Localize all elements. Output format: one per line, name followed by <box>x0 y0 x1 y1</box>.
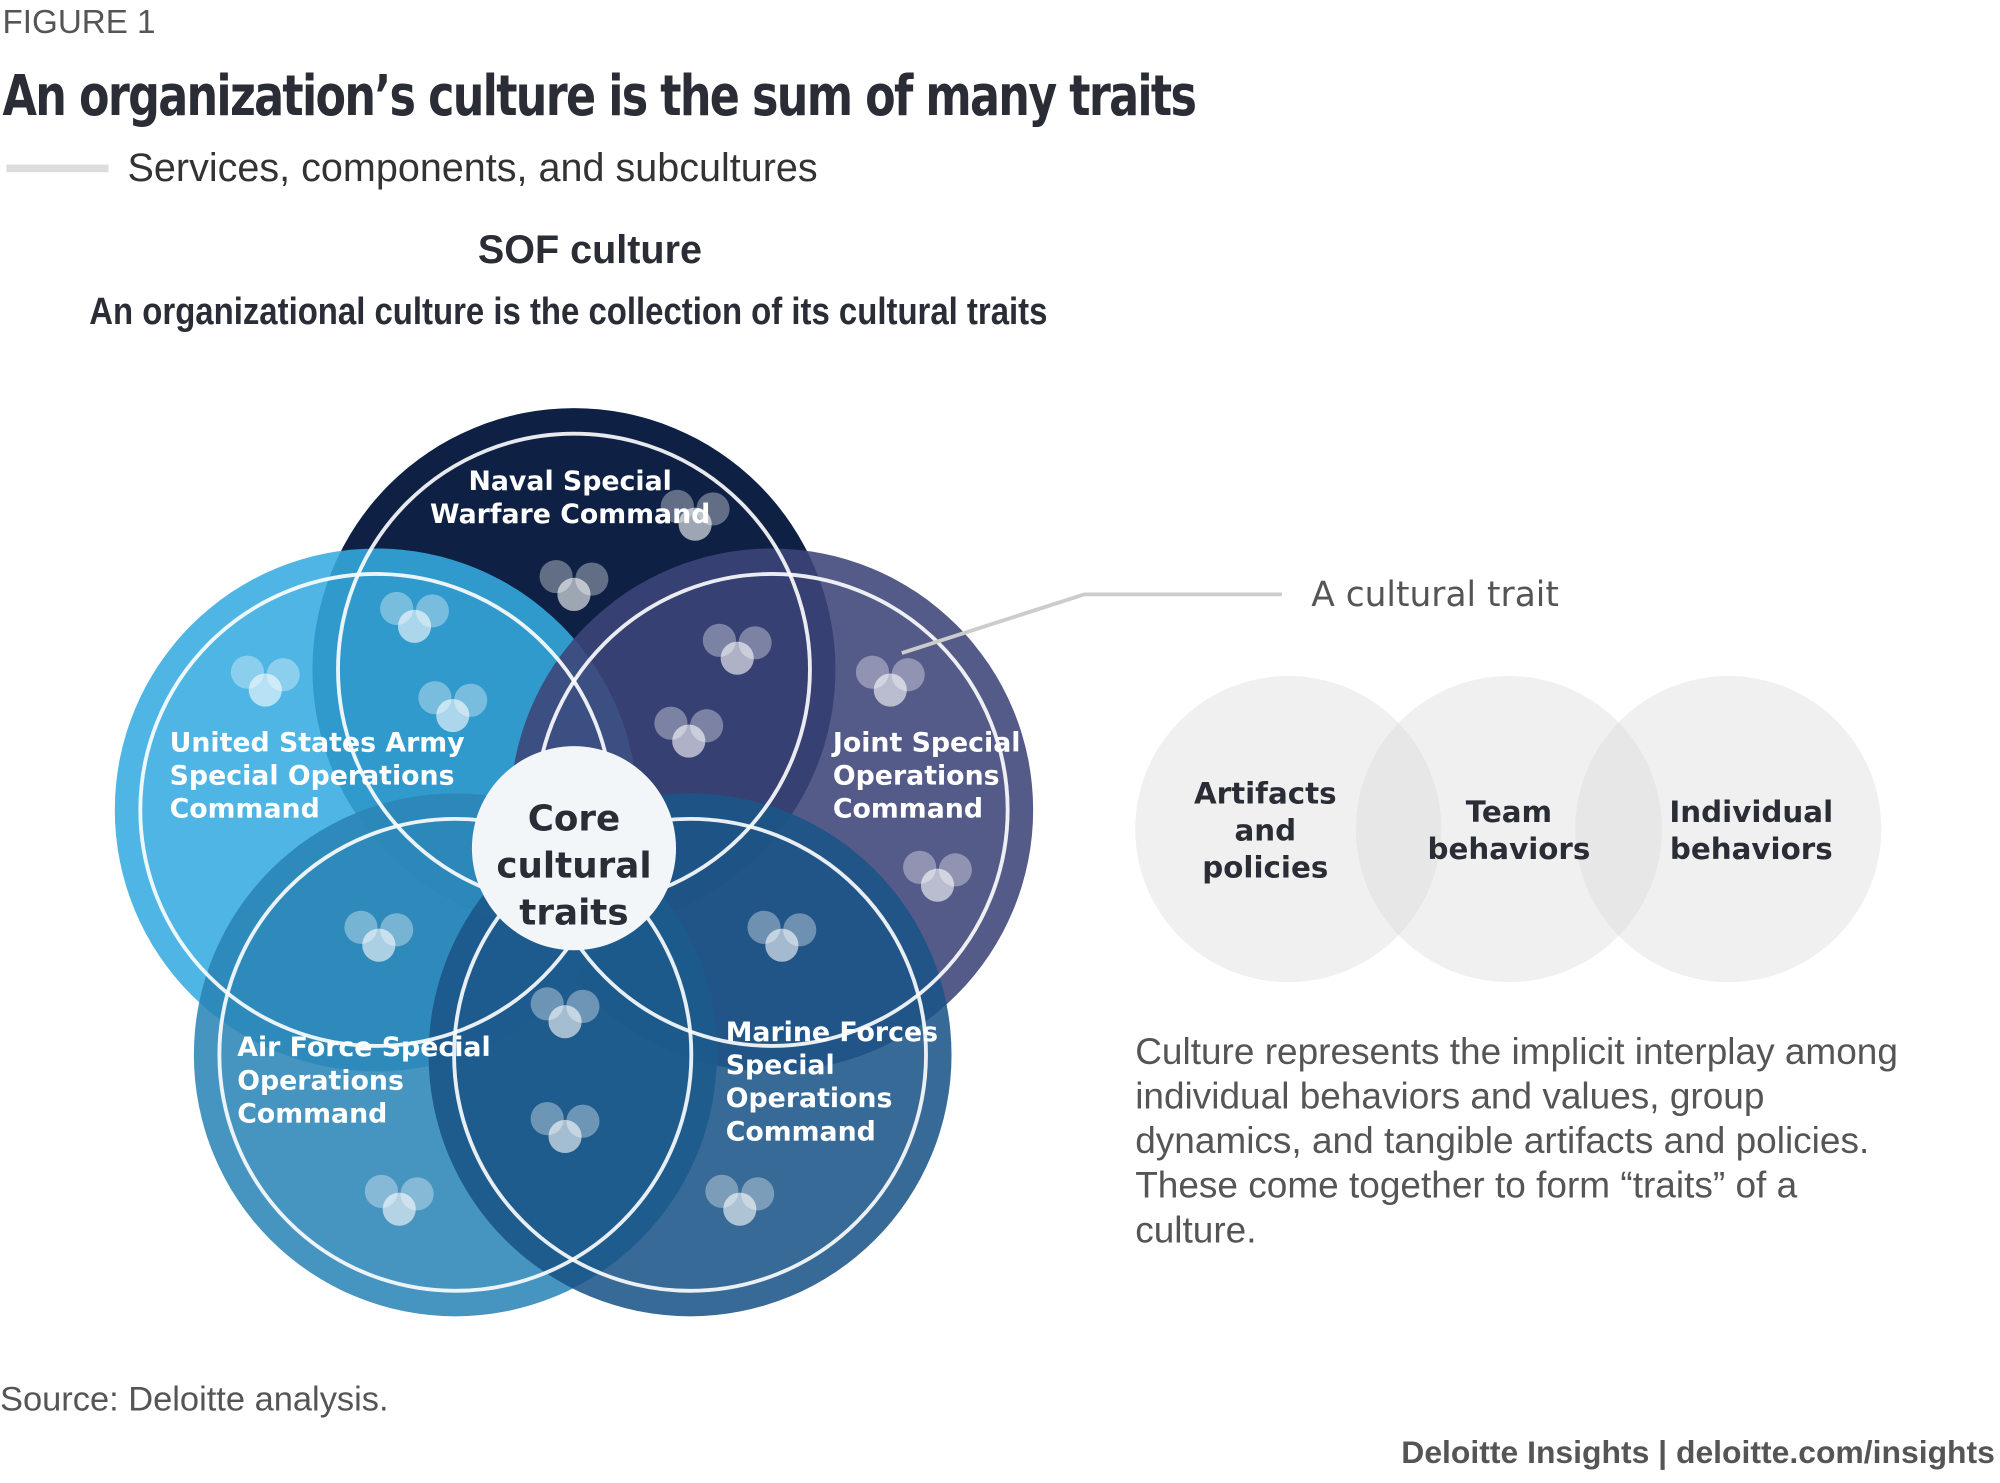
diagram-heading: SOF culture <box>477 227 702 272</box>
joint-label-line: Command <box>833 794 983 825</box>
diagram-subheading: An organizational culture is the collect… <box>89 290 1048 333</box>
cultural-trait-icon <box>702 623 772 675</box>
trait-component-circle <box>1135 676 1442 983</box>
cultural-trait-icon <box>364 1174 434 1226</box>
army-label-line: Special Operations <box>170 760 455 791</box>
airforce-label-line: Air Force Special <box>237 1032 490 1063</box>
core-circle <box>471 746 677 951</box>
marine-label-line: Command <box>726 1116 876 1147</box>
trait-component-label: policies <box>1202 851 1328 885</box>
subtitle-rule <box>6 164 109 173</box>
joint-label-line: Joint Special <box>831 727 1021 758</box>
core-label-line: traits <box>519 893 628 934</box>
cultural-trait-icon <box>654 706 724 758</box>
trait-component-label: behaviors <box>1428 832 1591 866</box>
marine-label-line: Marine Forces <box>726 1017 938 1048</box>
callout-leader-line <box>901 592 1282 655</box>
cultural-trait-icon <box>230 655 300 707</box>
trait-component-label: Individual <box>1669 795 1833 829</box>
cultural-trait-icon <box>530 987 600 1039</box>
trait-component-circle <box>1355 676 1662 983</box>
brand-footer: Deloitte Insights | deloitte.com/insight… <box>1401 1434 1995 1471</box>
cultural-trait-icon <box>705 1174 775 1226</box>
core-label-line: cultural <box>496 846 651 887</box>
trait-component-label: Artifacts <box>1194 777 1337 811</box>
figure-subtitle: Services, components, and subcultures <box>127 145 818 191</box>
trait-callout-label: A cultural trait <box>1311 575 1559 615</box>
naval-label-line: Warfare Command <box>430 499 710 530</box>
cultural-trait-icon <box>539 559 609 611</box>
cultural-trait-icon <box>530 1102 600 1154</box>
trait-component-label: and <box>1234 814 1296 848</box>
army-label-line: United States Army <box>170 727 465 758</box>
airforce-label-line: Operations <box>237 1065 404 1096</box>
description: Culture represents the implicit interpla… <box>1135 1031 1898 1252</box>
airforce-label-line: Command <box>237 1098 387 1129</box>
cultural-trait-icon <box>418 681 488 733</box>
core-label-line: Core <box>528 798 621 839</box>
cultural-trait-icon <box>903 850 972 902</box>
cultural-trait-icon <box>855 655 925 707</box>
trait-component-label: Team <box>1466 795 1552 829</box>
cultural-trait-icon <box>344 910 414 962</box>
marine-ring <box>452 816 928 1293</box>
cultural-trait-icon <box>380 591 449 643</box>
marine-label-line: Special <box>726 1050 835 1081</box>
joint-label-line: Operations <box>833 760 1000 791</box>
marine-label-line: Operations <box>726 1083 893 1114</box>
source-note: Source: Deloitte analysis. <box>0 1380 389 1419</box>
trait-component-circle <box>1575 676 1882 983</box>
army-label-line: Command <box>170 794 320 825</box>
figure-label: FIGURE 1 <box>2 2 156 41</box>
naval-label-line: Naval Special <box>468 466 671 497</box>
trait-component-label: behaviors <box>1670 832 1833 866</box>
figure-title: An organization’s culture is the sum of … <box>2 63 1197 129</box>
cultural-trait-icon <box>747 910 817 962</box>
cultural-trait-icon <box>660 489 730 541</box>
airforce-ring <box>217 816 694 1293</box>
